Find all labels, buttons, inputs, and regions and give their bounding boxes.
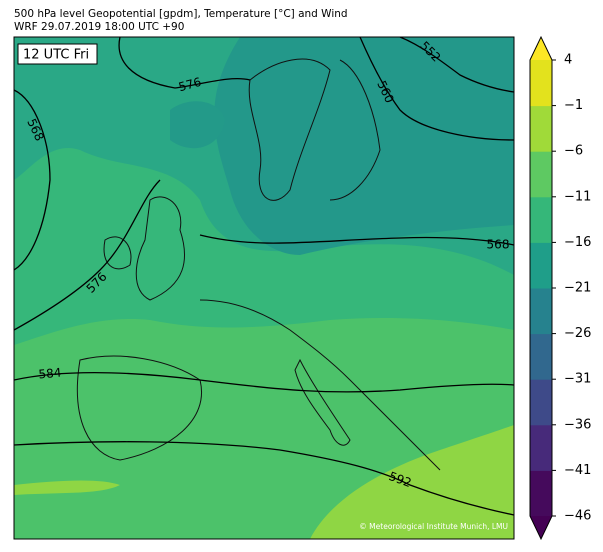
colorbar-band bbox=[530, 60, 552, 107]
subtitle: WRF 29.07.2019 18:00 UTC +90 bbox=[14, 21, 184, 33]
colorbar-band bbox=[530, 379, 552, 426]
colorbar-over bbox=[530, 37, 552, 60]
colorbar-band bbox=[530, 105, 552, 152]
colorbar-tick-label: −41 bbox=[564, 463, 591, 478]
colorbar-tick-label: −6 bbox=[564, 144, 583, 159]
colorbar-tick-label: −11 bbox=[564, 189, 591, 204]
colorbar-under bbox=[530, 516, 552, 539]
map-frame bbox=[13, 36, 515, 540]
colorbar-tick-label: 4 bbox=[564, 53, 572, 68]
colorbar-tick-label: −36 bbox=[564, 417, 591, 432]
colorbar-tick-label: −31 bbox=[564, 372, 591, 387]
title: 500 hPa level Geopotential [gpdm], Tempe… bbox=[14, 8, 348, 20]
time-label: 12 UTC Fri bbox=[23, 48, 89, 63]
colorbar-band bbox=[530, 242, 552, 289]
colorbar-tick-label: −46 bbox=[564, 509, 591, 524]
contour-label: 568 bbox=[487, 238, 510, 252]
colorbar-tick-label: −26 bbox=[564, 326, 591, 341]
colorbar-tick-label: −16 bbox=[564, 235, 591, 250]
colorbar-tick-label: −21 bbox=[564, 281, 591, 296]
contours bbox=[14, 37, 514, 516]
time-label-box bbox=[17, 43, 98, 65]
map bbox=[14, 37, 514, 539]
colorbar-band bbox=[530, 424, 552, 471]
colorbar-band bbox=[530, 333, 552, 380]
colorbar-band bbox=[530, 470, 552, 517]
credit: © Meteorological Institute Munich, LMU bbox=[359, 522, 508, 531]
colorbar-band bbox=[530, 196, 552, 243]
coastlines bbox=[76, 58, 441, 471]
colorbar-tick-label: −1 bbox=[564, 98, 583, 113]
colorbar-band bbox=[530, 151, 552, 198]
contour-label: 576 bbox=[177, 75, 203, 94]
colorbar-band bbox=[530, 288, 552, 335]
contour-label: 584 bbox=[38, 366, 62, 382]
